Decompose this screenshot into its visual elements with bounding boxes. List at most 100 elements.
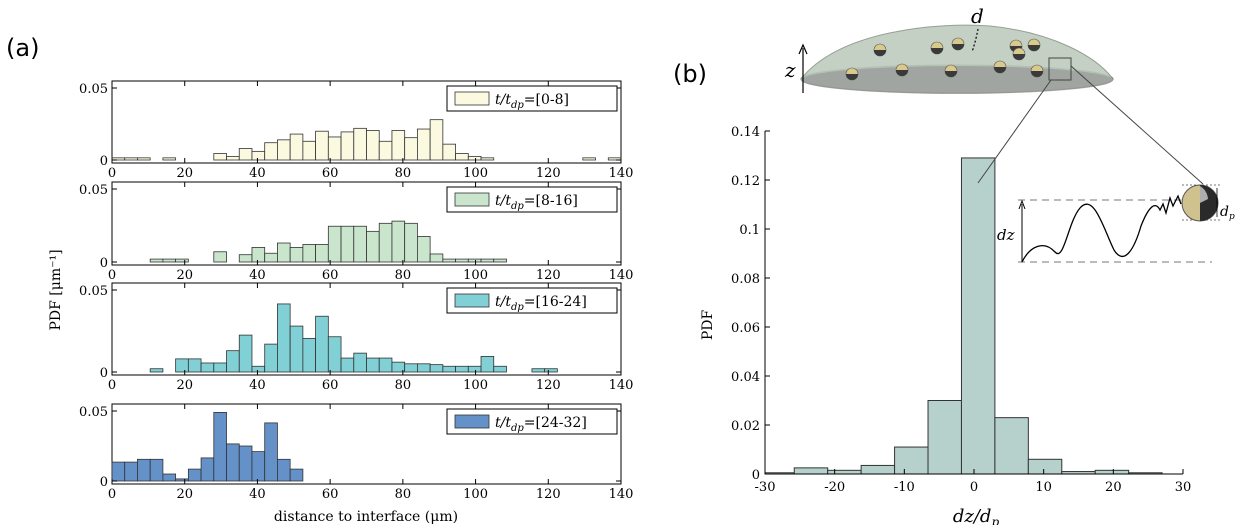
histogram-bar — [226, 350, 240, 373]
dz-label: dz — [997, 226, 1015, 244]
histogram-bar — [455, 258, 469, 263]
legend-var: t/t — [495, 415, 511, 431]
particle-group — [845, 37, 1044, 81]
x-tick-label: 0 — [108, 487, 116, 502]
histogram-bar — [378, 140, 393, 161]
panel-b-xlabel: dz/dp — [953, 506, 1000, 525]
histogram-bar — [289, 468, 304, 482]
histogram-bar — [277, 303, 291, 373]
legend-label: t/tdp=[0-8] — [495, 92, 569, 111]
particle — [1027, 38, 1041, 52]
x-tick-label: 100 — [463, 166, 488, 181]
y-tick-label: 0.14 — [731, 125, 760, 140]
x-tick-label: 0 — [108, 378, 116, 393]
x-tick-label: 80 — [395, 166, 412, 181]
histogram-bar — [137, 157, 151, 161]
histogram-bar — [162, 473, 177, 482]
x-tick-label: -10 — [894, 480, 915, 495]
x-tick-label: 100 — [463, 378, 488, 393]
legend-sub: dp — [511, 302, 524, 313]
zoom-box — [1048, 57, 1072, 81]
histogram-bar — [493, 258, 507, 263]
subplot-frame — [111, 403, 622, 485]
x-tick-label: 80 — [395, 268, 412, 283]
histogram-bar — [226, 443, 240, 482]
histogram-bar — [340, 131, 355, 161]
histogram-bar — [149, 258, 164, 263]
histogram-bar — [544, 368, 558, 373]
histogram-bar — [200, 362, 215, 373]
y-tick-label: 0 — [752, 468, 760, 483]
histogram-bar — [124, 461, 138, 482]
x-tick-label: 0 — [970, 480, 978, 495]
legend-sub: dp — [511, 201, 524, 212]
x-tick-label: 20 — [176, 487, 193, 502]
histogram-bar — [455, 365, 469, 373]
histogram-bar — [416, 236, 431, 263]
histogram-bar — [391, 220, 406, 263]
histogram-bar — [416, 128, 431, 161]
histogram-bar — [340, 357, 355, 373]
histogram-bar — [226, 155, 240, 161]
legend-swatch — [454, 91, 490, 106]
y-tick-label: 0.02 — [731, 419, 760, 434]
particle-trajectory — [1021, 194, 1182, 263]
dp-label-sub: p — [1229, 212, 1235, 222]
legend-range: =[8-16] — [524, 193, 578, 209]
particle — [993, 60, 1007, 74]
histogram-bar — [467, 258, 482, 263]
histogram-bar — [238, 334, 253, 373]
histogram-bar — [124, 157, 138, 161]
histogram-bar — [493, 365, 507, 373]
histogram-bar — [340, 225, 355, 263]
histogram-bar — [277, 139, 291, 161]
histogram-bar — [429, 364, 444, 373]
histogram-bar — [366, 130, 380, 161]
legend-sub: dp — [511, 423, 524, 434]
y-tick-label: 0 — [100, 475, 108, 490]
histogram-bar — [353, 225, 367, 263]
histogram-bar — [327, 336, 342, 373]
histogram-bar — [327, 225, 342, 263]
dz-arrow-head — [1018, 199, 1026, 210]
y-tick-label: 0 — [100, 366, 108, 381]
histogram-bar — [289, 325, 304, 373]
histogram-bar — [251, 451, 266, 482]
x-tick-label: 20 — [1105, 480, 1122, 495]
histogram-bar — [404, 222, 418, 263]
subplot-frame — [111, 282, 622, 376]
histogram-bar — [111, 461, 126, 482]
histogram-bar — [264, 343, 278, 373]
y-tick-label: 0 — [100, 154, 108, 169]
zoom-line-left — [977, 79, 1052, 184]
x-tick-label: 20 — [176, 166, 193, 181]
particle — [1030, 64, 1044, 78]
x-tick-label: 120 — [536, 166, 561, 181]
y-tick-label: 0.1 — [739, 223, 760, 238]
histogram-bar — [213, 411, 227, 482]
x-tick-label: -30 — [755, 480, 776, 495]
x-tick-label: 60 — [322, 487, 339, 502]
histogram-bar — [404, 137, 418, 161]
d-label: d — [971, 4, 984, 28]
histogram-bar — [277, 458, 291, 482]
histogram-bar — [442, 258, 456, 263]
histogram-bar — [175, 258, 189, 263]
histogram-bar — [175, 478, 189, 482]
x-tick-label: 120 — [536, 487, 561, 502]
histogram-bar — [480, 157, 495, 161]
x-tick-label: 60 — [322, 166, 339, 181]
particle — [845, 67, 859, 81]
histogram-bar — [137, 458, 151, 482]
histogram-bar — [213, 362, 227, 373]
x-tick-label: -20 — [824, 480, 845, 495]
particle — [930, 41, 944, 55]
histogram-bar — [994, 417, 1029, 475]
panel-label-a: (a) — [6, 34, 39, 62]
particle — [895, 63, 909, 77]
panel-b-xlabel-var: dz/d — [953, 506, 992, 525]
x-tick-label: 140 — [609, 378, 634, 393]
histogram-bar — [264, 422, 278, 482]
panel-a-ylabel: PDF [μm⁻¹] — [48, 249, 64, 330]
y-tick-label: 0 — [100, 256, 108, 271]
